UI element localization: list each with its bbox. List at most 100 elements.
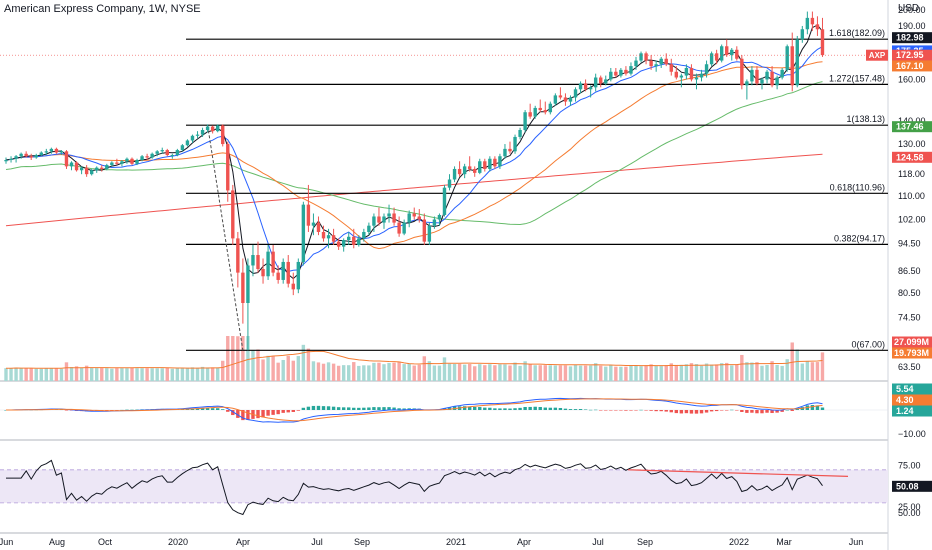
price-badge-text: 172.95	[896, 50, 924, 60]
volume-bar	[120, 368, 124, 381]
candle-body	[44, 151, 49, 153]
volume-bar	[347, 365, 351, 381]
candle-body	[357, 238, 361, 245]
candle-body	[286, 261, 290, 284]
candle-body	[634, 60, 638, 67]
macd-histogram-bar	[276, 410, 280, 415]
volume-bar	[100, 368, 104, 381]
time-axis-tick: Sep	[354, 537, 370, 547]
candle-body	[518, 130, 522, 137]
volume-bar	[19, 368, 23, 381]
volume-bar	[326, 362, 331, 381]
volume-bar	[452, 364, 457, 381]
volume-bar	[462, 364, 467, 381]
candle-body	[649, 60, 653, 67]
volume-bar	[473, 366, 477, 381]
macd-histogram-bar	[563, 408, 568, 410]
volume-bar	[719, 363, 724, 381]
candle-body	[9, 158, 13, 161]
candle-body	[79, 167, 84, 171]
candle-body	[795, 39, 799, 86]
candle-body	[170, 155, 175, 157]
fib-level-label: 0.382(94.17)	[834, 233, 885, 243]
candle-body	[583, 83, 588, 90]
macd-histogram-bar	[513, 408, 517, 410]
volume-bar	[49, 368, 54, 381]
volume-bar	[553, 365, 558, 381]
volume-bar	[568, 366, 573, 381]
candle-body	[115, 162, 119, 164]
macd-histogram-bar	[588, 409, 593, 411]
price-axis-tick: 63.50	[898, 362, 921, 372]
price-axis-tick: 130.00	[898, 139, 926, 149]
candle-body	[810, 17, 815, 25]
volume-bar	[246, 336, 250, 381]
macd-histogram-bar	[120, 409, 124, 411]
macd-histogram-bar	[745, 410, 749, 413]
candle-body	[4, 160, 8, 162]
time-axis-tick: Jul	[592, 537, 604, 547]
candle-body	[311, 222, 316, 226]
macd-histogram-bar	[392, 407, 396, 410]
macd-histogram-bar	[467, 406, 472, 410]
volume-bar	[498, 364, 502, 381]
volume-bar	[44, 368, 49, 381]
volume-bar	[84, 365, 89, 381]
macd-histogram-bar	[528, 406, 532, 410]
macd-histogram-bar	[719, 410, 724, 411]
candle-body	[397, 222, 401, 234]
volume-bar	[215, 367, 220, 381]
volume-bar	[488, 364, 492, 381]
volume-bar	[276, 362, 280, 381]
macd-histogram-bar	[770, 410, 774, 414]
candle-body	[362, 231, 366, 239]
macd-badge-text: 4.30	[896, 395, 914, 405]
volume-bar	[654, 366, 658, 381]
macd-histogram-bar	[599, 410, 603, 411]
candle-body	[392, 213, 396, 223]
candle-body	[725, 46, 729, 56]
macd-histogram-bar	[523, 407, 527, 410]
candle-body	[155, 151, 159, 154]
volume-bar	[609, 365, 613, 381]
volume-bar	[54, 368, 59, 381]
candle-body	[548, 103, 553, 113]
volume-bar	[805, 360, 810, 381]
candle-body	[266, 251, 270, 277]
price-badge	[892, 32, 932, 44]
macd-histogram-bar	[483, 407, 487, 410]
candle-body	[493, 158, 497, 167]
candle-body	[588, 87, 593, 90]
time-axis-tick: Aug	[49, 537, 65, 547]
candle-body	[352, 236, 356, 245]
candle-body	[54, 148, 59, 153]
volume-bar	[795, 349, 799, 381]
macd-histogram-bar	[750, 410, 754, 413]
macd-histogram-bar	[543, 407, 547, 410]
candle-body	[523, 112, 527, 131]
candle-body	[210, 126, 215, 132]
volume-bar	[412, 365, 416, 381]
volume-bar	[543, 365, 547, 381]
candle-body	[563, 97, 568, 102]
volume-bar	[573, 364, 578, 381]
macd-histogram-bar	[785, 409, 789, 411]
candle-body	[609, 71, 613, 80]
macd-histogram-bar	[367, 407, 371, 410]
time-axis-tick: Apr	[236, 537, 250, 547]
volume-bar	[39, 368, 43, 381]
macd-histogram-bar	[634, 410, 638, 411]
macd-histogram-bar	[357, 407, 361, 410]
macd-histogram-bar	[624, 410, 628, 411]
volume-bar	[236, 336, 240, 381]
macd-histogram-bar	[488, 407, 492, 410]
macd-histogram-bar	[281, 410, 285, 413]
macd-histogram-bar	[205, 407, 210, 410]
volume-bar	[34, 368, 38, 381]
candle-body	[790, 46, 794, 86]
macd-histogram-bar	[286, 410, 290, 413]
macd-histogram-bar	[669, 410, 673, 413]
candle-body	[553, 95, 558, 104]
volume-bar	[730, 365, 734, 381]
